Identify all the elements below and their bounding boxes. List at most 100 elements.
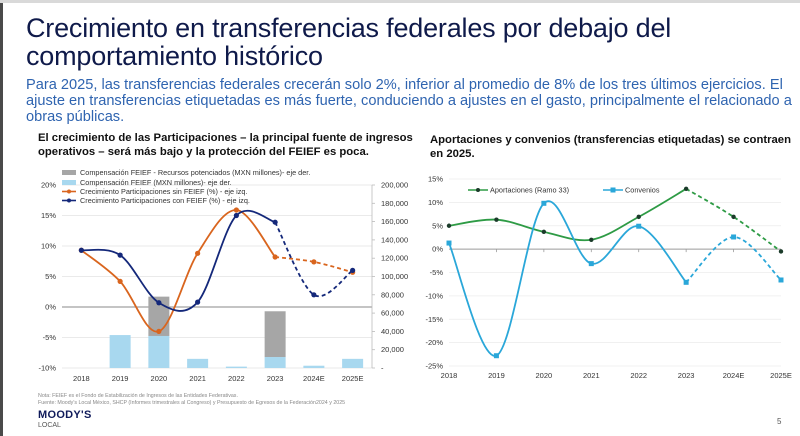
y-tick: -10% bbox=[425, 291, 443, 300]
bar-compensacion-feief bbox=[264, 357, 286, 368]
aportaciones-point bbox=[494, 217, 499, 222]
bar-recursos-potenciados bbox=[264, 311, 286, 358]
convenios-point bbox=[588, 261, 594, 267]
convenios-point bbox=[636, 223, 642, 229]
legend-label: Compensación FEIEF - Recursos potenciado… bbox=[80, 168, 310, 177]
sin-feief-point bbox=[195, 250, 201, 256]
sin-feief-point bbox=[156, 328, 162, 334]
y-tick: 15% bbox=[428, 175, 443, 184]
y-left-tick: 10% bbox=[41, 242, 56, 251]
x-tick: 2018 bbox=[441, 371, 458, 380]
legend-marker-aportaciones bbox=[476, 188, 480, 192]
y-right-tick: 80,000 bbox=[381, 290, 404, 299]
convenios-line bbox=[448, 200, 687, 357]
bar-compensacion-feief bbox=[148, 335, 170, 368]
convenios-line-dashed bbox=[685, 236, 782, 283]
aportaciones-point bbox=[778, 249, 784, 254]
aportaciones-line-dashed bbox=[685, 188, 782, 253]
legend-marker-navy bbox=[67, 198, 71, 203]
x-tick: 2022 bbox=[228, 374, 245, 383]
sin-feief-point bbox=[233, 207, 239, 213]
aportaciones-point bbox=[731, 214, 736, 220]
bar-compensacion-feief bbox=[187, 358, 209, 368]
x-tick: 2019 bbox=[112, 374, 129, 383]
legend-label: Crecimiento Participaciones con FEIEF (%… bbox=[80, 196, 250, 205]
con-feief-point bbox=[350, 267, 356, 273]
y-left-tick: 5% bbox=[45, 272, 56, 281]
x-tick: 2019 bbox=[488, 371, 505, 380]
legend-swatch-lightblue bbox=[62, 180, 76, 185]
y-left-tick: -10% bbox=[38, 364, 56, 373]
legend-label-convenios: Convenios bbox=[625, 186, 660, 195]
y-tick: -15% bbox=[425, 315, 443, 324]
y-right-tick: 120,000 bbox=[381, 254, 408, 263]
legend-label: Compensación FEIEF (MXN millones)- eje d… bbox=[80, 178, 232, 187]
y-left-tick: 0% bbox=[45, 303, 56, 312]
aportaciones-point bbox=[541, 229, 547, 235]
y-left-tick: 20% bbox=[41, 181, 56, 190]
con-feief-point bbox=[156, 300, 162, 306]
sin-feief-line-dashed bbox=[275, 256, 353, 274]
y-left-tick: 15% bbox=[41, 211, 56, 220]
legend-label: Crecimiento Participaciones sin FEIEF (%… bbox=[80, 187, 247, 196]
x-tick: 2023 bbox=[678, 371, 695, 380]
con-feief-point bbox=[272, 219, 278, 225]
x-tick: 2021 bbox=[583, 371, 600, 380]
aportaciones-convenios-chart: 15% 10% 5% 0% -5% -10% -15% -20% -25%2018 2019 202… bbox=[425, 175, 792, 381]
y-right-tick: - bbox=[381, 364, 384, 373]
convenios-point bbox=[731, 234, 737, 240]
bar-compensacion-feief bbox=[342, 358, 364, 368]
y-right-tick: 160,000 bbox=[381, 217, 408, 226]
y-tick: -20% bbox=[425, 338, 443, 347]
aportaciones-point bbox=[446, 223, 452, 228]
page-title: Crecimiento en transferencias federales … bbox=[26, 13, 672, 71]
convenios-point bbox=[683, 279, 689, 285]
y-tick: 10% bbox=[428, 198, 443, 207]
legend-marker-orange bbox=[67, 189, 71, 194]
con-feief-point bbox=[78, 247, 84, 253]
y-right-tick: 100,000 bbox=[381, 272, 408, 281]
y-tick: 5% bbox=[432, 221, 443, 230]
window-top-border bbox=[0, 0, 800, 3]
moodys-logo: MOODY'S bbox=[38, 409, 92, 421]
y-right-tick: 140,000 bbox=[381, 235, 408, 244]
y-right-tick: 20,000 bbox=[381, 345, 404, 354]
left-chart-title: El crecimiento de las Participaciones – … bbox=[38, 132, 413, 158]
aportaciones-point bbox=[683, 186, 689, 192]
participaciones-chart: 20% 15% 10% 5% 0% -5% -10% 200,000 180,000 160,00… bbox=[38, 168, 408, 383]
convenios-point bbox=[446, 240, 452, 246]
x-tick: 2025E bbox=[770, 371, 792, 380]
bar-compensacion-feief bbox=[109, 335, 131, 368]
x-tick: 2020 bbox=[536, 371, 553, 380]
bar-compensacion-feief bbox=[225, 366, 247, 368]
y-tick: 0% bbox=[432, 245, 443, 254]
y-right-tick: 40,000 bbox=[381, 327, 404, 336]
y-tick: -5% bbox=[430, 268, 444, 277]
con-feief-point bbox=[233, 212, 239, 219]
sin-feief-point bbox=[311, 259, 317, 265]
convenios-point bbox=[541, 200, 547, 206]
bar-compensacion-feief bbox=[303, 365, 325, 368]
chart-note: Nota: FEIEF es el Fondo de Estabilizació… bbox=[38, 393, 238, 399]
legend-marker-convenios bbox=[610, 187, 616, 193]
x-tick: 2024E bbox=[723, 371, 745, 380]
right-chart-title: Aportaciones y convenios (transferencias… bbox=[430, 134, 791, 160]
legend-label-aportaciones: Aportaciones (Ramo 33) bbox=[490, 186, 569, 195]
x-tick: 2021 bbox=[189, 374, 206, 383]
moodys-logo-sub: LOCAL bbox=[38, 422, 61, 429]
y-right-tick: 180,000 bbox=[381, 199, 408, 208]
y-right-tick: 200,000 bbox=[381, 181, 408, 190]
legend-swatch-gray bbox=[62, 170, 76, 175]
page-subtitle: Para 2025, las transferencias federales … bbox=[26, 77, 792, 125]
sin-feief-point bbox=[272, 254, 278, 260]
con-feief-point bbox=[195, 299, 201, 305]
page-number: 5 bbox=[777, 417, 782, 426]
con-feief-point bbox=[311, 292, 317, 298]
sin-feief-point bbox=[117, 278, 123, 284]
x-tick: 2023 bbox=[267, 374, 284, 383]
window-left-border bbox=[0, 0, 3, 436]
x-tick: 2020 bbox=[151, 374, 168, 383]
aportaciones-point bbox=[589, 237, 594, 242]
convenios-point bbox=[493, 353, 499, 359]
x-tick: 2024E bbox=[303, 374, 325, 383]
